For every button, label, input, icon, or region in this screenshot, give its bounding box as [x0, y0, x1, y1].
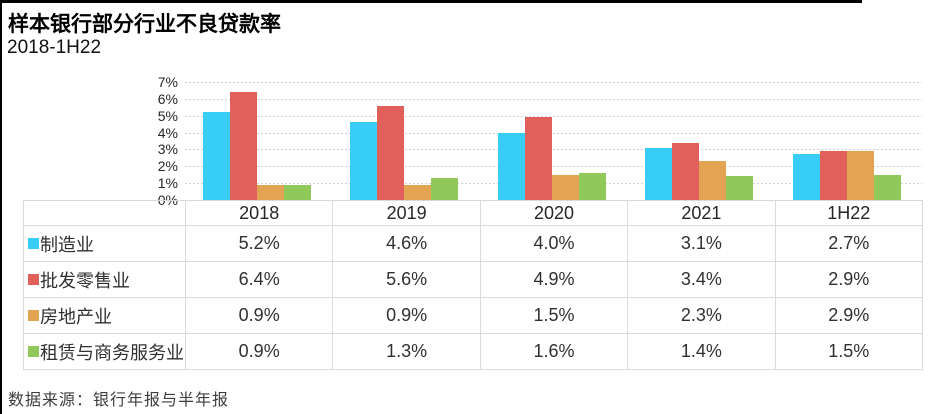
legend-label: 房地产业	[40, 306, 112, 327]
legend-label: 制造业	[40, 234, 94, 255]
value-cell: 0.9%	[184, 333, 334, 370]
legend-swatch	[28, 345, 39, 357]
bar	[699, 161, 727, 200]
y-axis-tick-label: 4%	[157, 124, 178, 141]
bar	[431, 178, 459, 200]
chart-subtitle: 2018-1H22	[7, 37, 102, 58]
legend-label: 批发零售业	[40, 270, 130, 291]
top-border-rule	[0, 0, 862, 3]
value-cell: 2.9%	[774, 261, 924, 298]
chart-title: 样本银行部分行业不良贷款率	[8, 13, 281, 36]
bar	[819, 151, 847, 200]
bar	[257, 184, 284, 200]
table-row: 租赁与商务服务业 0.9% 1.3% 1.6% 1.4% 1.5%	[23, 333, 924, 370]
value-cell: 2.7%	[774, 225, 924, 262]
y-axis-tick-label: 1%	[157, 175, 178, 192]
y-axis-tick-label: 6%	[157, 90, 178, 107]
value-cell: 1.4%	[627, 333, 776, 370]
gridline	[185, 98, 922, 100]
year-header-cell: 2019	[332, 200, 481, 226]
table-corner-cell	[23, 200, 186, 226]
bar	[578, 173, 606, 200]
value-cell: 5.2%	[184, 225, 334, 262]
value-cell: 4.9%	[479, 261, 629, 298]
bar	[284, 184, 311, 200]
legend-cell: 制造业	[23, 225, 186, 262]
gridline	[185, 166, 922, 168]
bar	[672, 142, 700, 200]
bar	[350, 122, 378, 200]
value-cell: 6.4%	[184, 261, 334, 298]
gridline	[185, 132, 922, 134]
y-axis-tick-label: 5%	[157, 107, 178, 124]
gridline	[185, 149, 922, 151]
value-cell: 3.1%	[627, 225, 776, 262]
year-header-cell: 2021	[627, 200, 776, 226]
year-header-cell: 2020	[479, 200, 629, 226]
value-cell: 1.3%	[332, 333, 481, 370]
legend-cell: 批发零售业	[23, 261, 186, 298]
legend-cell: 租赁与商务服务业	[23, 333, 186, 370]
value-cell: 5.6%	[332, 261, 481, 298]
legend-swatch	[28, 237, 39, 249]
value-cell: 2.9%	[774, 297, 924, 334]
value-cell: 2.3%	[627, 297, 776, 334]
table-row: 批发零售业 6.4% 5.6% 4.9% 3.4% 2.9%	[23, 261, 924, 298]
bar	[726, 176, 754, 200]
y-axis-tick-label: 2%	[157, 158, 178, 175]
bar	[524, 117, 552, 200]
y-axis-tick-label: 3%	[157, 141, 178, 158]
gridline	[185, 82, 922, 83]
bar	[846, 151, 874, 200]
bar	[873, 174, 901, 200]
bar	[404, 184, 432, 200]
value-cell: 0.9%	[332, 297, 481, 334]
value-cell: 3.4%	[627, 261, 776, 298]
bar	[645, 147, 673, 200]
table-header-row: 2018 2019 2020 2021 1H22	[23, 200, 924, 226]
year-header-cell: 1H22	[774, 200, 924, 226]
legend-swatch	[28, 273, 39, 285]
bar	[551, 174, 579, 200]
bar	[230, 92, 257, 200]
left-border-rule	[0, 0, 2, 414]
value-cell: 1.5%	[479, 297, 629, 334]
value-cell: 4.0%	[479, 225, 629, 262]
legend-label: 租赁与商务服务业	[40, 342, 184, 363]
value-cell: 0.9%	[184, 297, 334, 334]
bar	[203, 112, 230, 200]
legend-swatch	[28, 309, 39, 321]
y-axis-tick-label: 7%	[157, 74, 178, 90]
table-row: 制造业 5.2% 4.6% 4.0% 3.1% 2.7%	[23, 225, 924, 262]
bar	[377, 105, 405, 200]
data-table: 2018 2019 2020 2021 1H22 制造业 5.2% 4.6% 4.0% 3.1% 2…	[23, 200, 924, 370]
gridline	[185, 115, 922, 117]
bar	[792, 154, 820, 200]
year-header-cell: 2018	[184, 200, 334, 226]
legend-cell: 房地产业	[23, 297, 186, 334]
value-cell: 1.5%	[774, 333, 924, 370]
value-cell: 1.6%	[479, 333, 629, 370]
value-cell: 4.6%	[332, 225, 481, 262]
source-note: 数据来源：银行年报与半年报	[8, 392, 230, 409]
table-row: 房地产业 0.9% 0.9% 1.5% 2.3% 2.9%	[23, 297, 924, 334]
bar	[497, 132, 525, 200]
